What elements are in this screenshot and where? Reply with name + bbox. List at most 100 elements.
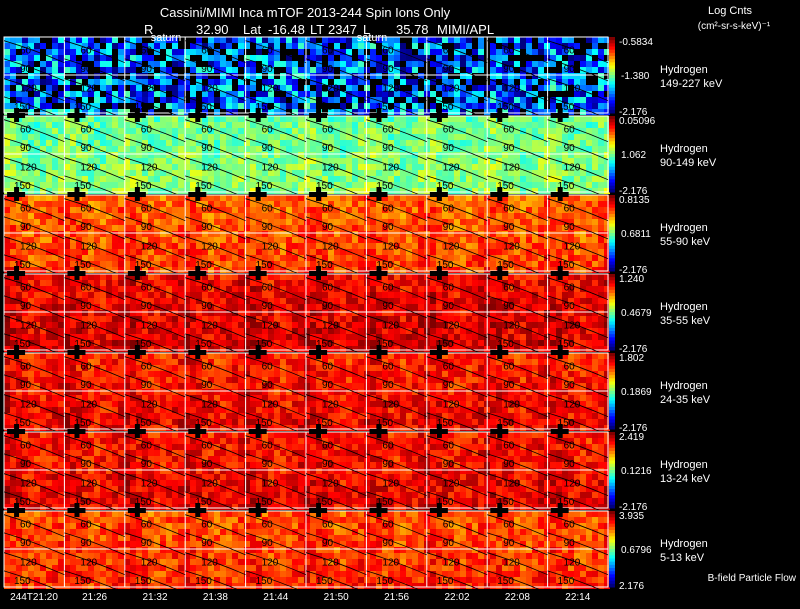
heatmap-cell — [328, 55, 334, 61]
heatmap-cell — [130, 73, 136, 79]
heatmap-cell — [274, 231, 280, 237]
heatmap-cell — [376, 61, 382, 67]
heatmap-cell — [514, 146, 520, 152]
heatmap-cell — [418, 195, 424, 201]
heatmap-cell — [388, 243, 394, 249]
heatmap-cell — [586, 213, 592, 219]
heatmap-cell — [478, 43, 484, 49]
heatmap-cell — [82, 152, 88, 158]
heatmap-cell — [352, 207, 358, 213]
contour-line — [64, 58, 125, 82]
heatmap-cell — [88, 201, 94, 207]
heatmap-cell — [556, 304, 562, 310]
heatmap-cell — [496, 37, 502, 43]
heatmap-cell — [190, 292, 196, 298]
heatmap-cell — [352, 116, 358, 122]
heatmap-cell — [256, 225, 262, 231]
heatmap-cell — [544, 128, 550, 134]
heatmap-cell — [130, 146, 136, 152]
heatmap-cell — [166, 219, 172, 225]
heatmap-cell — [514, 182, 520, 188]
species-label: Hydrogen — [660, 222, 708, 234]
heatmap-cell — [112, 249, 118, 255]
heatmap-cell — [100, 219, 106, 225]
contour-line — [305, 119, 367, 143]
heatmap-cell — [94, 274, 100, 280]
heatmap-cell — [400, 116, 406, 122]
heatmap-cell — [316, 176, 322, 182]
heatmap-cell — [376, 207, 382, 213]
heatmap-cell — [46, 322, 52, 328]
heatmap-cell — [64, 225, 70, 231]
heatmap-cell — [190, 128, 196, 134]
heatmap-cell — [100, 164, 106, 170]
heatmap-cell — [412, 67, 418, 73]
heatmap-cell — [142, 201, 148, 207]
contour-label: 90 — [382, 64, 394, 75]
heatmap-cell — [514, 61, 520, 67]
heatmap-cell — [586, 280, 592, 286]
heatmap-cell — [382, 182, 388, 188]
contour-label: 60 — [443, 46, 455, 57]
contour-label: 90 — [443, 143, 455, 154]
heatmap-cell — [442, 243, 448, 249]
heatmap-cell — [316, 55, 322, 61]
heatmap-cell — [382, 79, 388, 85]
contour-label: 120 — [443, 163, 460, 174]
heatmap-cell — [136, 219, 142, 225]
heatmap-cell — [220, 152, 226, 158]
heatmap-cell — [376, 97, 382, 103]
heatmap-cell — [448, 128, 454, 134]
heatmap-cell — [274, 140, 280, 146]
heatmap-cell — [22, 255, 28, 261]
heatmap-cell — [4, 97, 10, 103]
colorbar-step — [609, 43, 615, 47]
heatmap-cell — [400, 182, 406, 188]
heatmap-cell — [358, 73, 364, 79]
heatmap-cell — [370, 249, 376, 255]
heatmap-cell — [22, 176, 28, 182]
heatmap-cell — [418, 176, 424, 182]
heatmap-cell — [76, 37, 82, 43]
heatmap-cell — [106, 304, 112, 310]
heatmap-cell — [172, 164, 178, 170]
heatmap-cell — [10, 146, 16, 152]
heatmap-cell — [160, 261, 166, 267]
heatmap-cell — [76, 79, 82, 85]
heatmap-cell — [544, 243, 550, 249]
heatmap-cell — [166, 182, 172, 188]
heatmap-cell — [520, 182, 526, 188]
heatmap-cell — [322, 134, 328, 140]
heatmap-cell — [358, 164, 364, 170]
heatmap-cell — [382, 49, 388, 55]
heatmap-cell — [538, 316, 544, 322]
heatmap-cell — [268, 91, 274, 97]
heatmap-cell — [76, 128, 82, 134]
heatmap-cell — [592, 261, 598, 267]
heatmap-cell — [358, 213, 364, 219]
heatmap-cell — [538, 43, 544, 49]
heatmap-cell — [358, 231, 364, 237]
species-label: Hydrogen — [660, 64, 708, 76]
heatmap-cell — [436, 146, 442, 152]
heatmap-cell — [256, 182, 262, 188]
heatmap-cell — [412, 316, 418, 322]
heatmap-cell — [46, 298, 52, 304]
heatmap-cell — [556, 43, 562, 49]
heatmap-cell — [256, 152, 262, 158]
heatmap-cell — [70, 97, 76, 103]
heatmap-cell — [262, 61, 268, 67]
heatmap-cell — [136, 128, 142, 134]
heatmap-cell — [112, 109, 118, 115]
heatmap-cell — [184, 128, 190, 134]
heatmap-cell — [292, 225, 298, 231]
heatmap-cell — [538, 170, 544, 176]
heatmap-cell — [40, 195, 46, 201]
heatmap-cell — [64, 85, 70, 91]
heatmap-cell — [10, 79, 16, 85]
heatmap-cell — [94, 49, 100, 55]
heatmap-cell — [442, 201, 448, 207]
heatmap-cell — [490, 170, 496, 176]
heatmap-cell — [388, 164, 394, 170]
heatmap-cell — [202, 55, 208, 61]
